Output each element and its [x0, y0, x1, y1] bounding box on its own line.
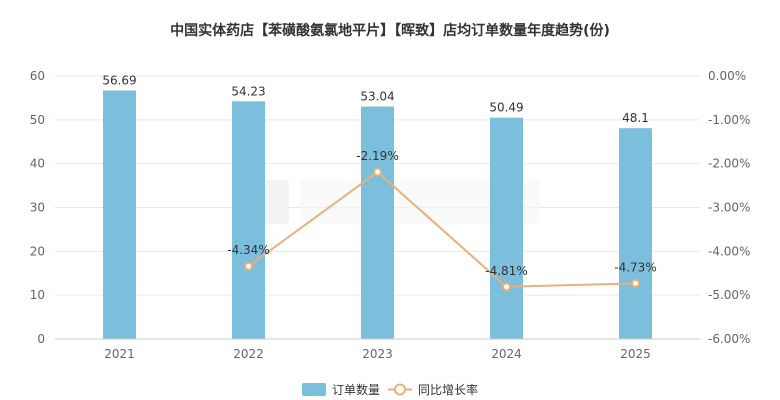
- legend-swatch-bar: [302, 383, 326, 396]
- line-point: [502, 282, 511, 292]
- y-left-tick-label: 0: [37, 332, 45, 346]
- y-right-tick-label: -6.00%: [708, 332, 750, 346]
- x-tick-label: 2022: [233, 347, 264, 361]
- line-value-label: -4.34%: [227, 243, 269, 257]
- x-tick-label: 2025: [620, 347, 651, 361]
- legend-swatch-point: [394, 383, 406, 396]
- y-left-tick-label: 30: [30, 201, 45, 215]
- line-value-label: -2.19%: [356, 149, 398, 163]
- bar: [619, 128, 652, 339]
- y-right-tick-label: 0.00%: [708, 69, 746, 83]
- bar: [103, 90, 136, 339]
- line-point: [244, 261, 253, 271]
- x-tick-label: 2023: [362, 347, 393, 361]
- line-value-label: -4.73%: [614, 260, 656, 274]
- y-left-tick-label: 60: [30, 69, 45, 83]
- y-left-tick-label: 40: [30, 157, 45, 171]
- y-right-tick-label: -4.00%: [708, 244, 750, 258]
- bar-value-label: 56.69: [102, 74, 136, 88]
- watermark-mark: [265, 180, 289, 224]
- y-left-tick-label: 50: [30, 113, 45, 127]
- growth-line: [247, 170, 636, 288]
- x-tick-label: 2021: [104, 347, 135, 361]
- y-left-tick-label: 20: [30, 244, 45, 258]
- legend-label-line: 同比增长率: [418, 382, 478, 397]
- bar-value-label: 53.04: [360, 90, 394, 104]
- legend: 订单数量 同比增长率: [302, 382, 478, 397]
- bar-value-label: 54.23: [231, 84, 265, 98]
- y-left-tick-label: 10: [30, 288, 45, 302]
- y-right-tick-label: -5.00%: [708, 288, 750, 302]
- y-right-tick-label: -1.00%: [708, 113, 750, 127]
- bar-value-label: 50.49: [489, 101, 523, 115]
- watermark-mark: [300, 180, 540, 224]
- line-point: [631, 278, 640, 288]
- line-layer: [244, 167, 640, 292]
- bar: [490, 117, 523, 339]
- legend-label-bar: 订单数量: [332, 382, 380, 397]
- line-value-label: -4.81%: [485, 264, 527, 278]
- axis-layer: 0 10 20 30 40 50 60 -6.00% -5.00% -4.00% -3.00% -2.…: [30, 69, 751, 361]
- bar-layer: [103, 90, 652, 340]
- watermark-layer: [265, 180, 540, 224]
- chart-title: 中国实体药店【苯磺酸氨氯地平片】【晖致】店均订单数量年度趋势(份): [170, 23, 610, 39]
- bar: [232, 101, 265, 339]
- x-tick-label: 2024: [491, 347, 522, 361]
- y-right-tick-label: -3.00%: [708, 201, 750, 215]
- bar: [361, 106, 394, 340]
- label-layer: 56.69 54.23 53.04 50.49 48.1 -4.34% -2.19% -4.8…: [102, 74, 656, 278]
- y-right-tick-label: -2.00%: [708, 157, 750, 171]
- bar-value-label: 48.1: [622, 111, 649, 125]
- line-point: [373, 167, 382, 177]
